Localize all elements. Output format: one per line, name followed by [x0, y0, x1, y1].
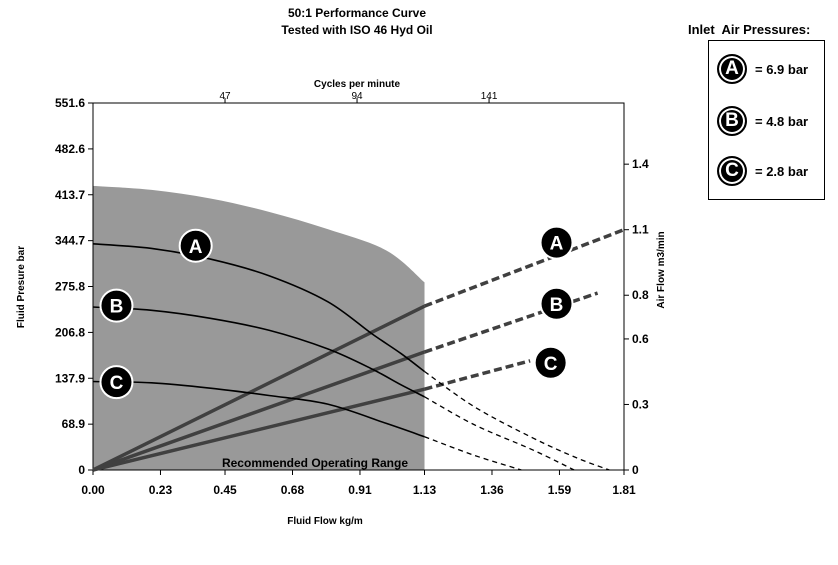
- pressure-badge-a-icon: [178, 228, 213, 263]
- air-flow-line-b: [92, 350, 426, 472]
- top-axis-label: Cycles per minute: [314, 79, 401, 90]
- y-right-tick-label: 0: [632, 463, 639, 477]
- y-left-tick-label: 551.6: [55, 96, 85, 110]
- pressure-badge-a-icon-letter: A: [189, 237, 203, 258]
- legend: A = 6.9 bar B = 4.8 bar C = 2.8 bar: [708, 40, 825, 200]
- x-tick-label: 0.91: [348, 483, 372, 497]
- y-left-tick-label: 137.9: [55, 371, 85, 385]
- x-axis-label: Fluid Flow kg/m: [287, 516, 363, 527]
- pressure-badge-c-icon-letter: C: [110, 373, 124, 394]
- operating-range-label: Recommended Operating Range: [222, 456, 408, 470]
- x-tick-label: 0.68: [281, 483, 305, 497]
- y-left-tick-label: 0: [78, 463, 85, 477]
- badge-b-icon: B: [717, 106, 747, 136]
- air-flow-badge-b-icon-letter: B: [550, 295, 564, 316]
- top-tick-label: 47: [219, 91, 231, 102]
- air-flow-badge-a-icon: [539, 225, 574, 260]
- air-flow-badge-c-icon-letter: C: [544, 354, 558, 375]
- x-tick-label: 1.59: [548, 483, 572, 497]
- x-tick-label: 1.13: [413, 483, 437, 497]
- pressure-curve-b: [92, 306, 425, 398]
- air-flow-badge-a-icon-letter: A: [550, 234, 564, 255]
- x-tick-label: 1.81: [612, 483, 636, 497]
- y-right-tick-label: 0.3: [632, 397, 649, 411]
- badge-c-icon: C: [717, 156, 747, 186]
- plot-area: 0.00 0.23 0.45 0.68 0.91 1.13 1.36 1.59 1.81 47 94…: [55, 91, 649, 497]
- y-right-tick-label: 0.8: [632, 288, 649, 302]
- y-left-tick-label: 482.6: [55, 142, 85, 156]
- air-flow-line-c: [92, 387, 425, 472]
- air-flow-badge-b-icon: [539, 286, 574, 321]
- y-left-tick-label: 206.8: [55, 325, 85, 339]
- legend-value-c: = 2.8 bar: [755, 163, 809, 179]
- legend-value-a: = 6.9 bar: [755, 61, 809, 77]
- legend-item-a: A = 6.9 bar: [717, 53, 808, 85]
- y-left-tick-label: 68.9: [62, 417, 86, 431]
- x-tick-label: 0.00: [81, 483, 105, 497]
- pressure-badge-b-icon-letter: B: [110, 297, 124, 318]
- legend-item-c: C = 2.8 bar: [717, 155, 808, 187]
- y-left-tick-label: 344.7: [55, 234, 85, 248]
- pressure-badge-c-icon: [99, 365, 134, 400]
- chart-subtitle: Tested with ISO 46 Hyd Oil: [281, 23, 432, 37]
- legend-item-b: B = 4.8 bar: [717, 105, 808, 137]
- chart-title: 50:1 Performance Curve: [288, 6, 426, 20]
- x-tick-label: 0.45: [213, 483, 237, 497]
- pressure-curve-c: [92, 380, 425, 438]
- top-tick-label: 141: [481, 91, 498, 102]
- pressure-curve-a: [92, 242, 425, 373]
- pressure-dash-c: [424, 436, 522, 471]
- y-left-tick-label: 275.8: [55, 280, 85, 294]
- air-flow-line-a: [92, 304, 426, 472]
- air-flow-dash-b: [423, 291, 599, 354]
- air-flow-dash-a: [423, 228, 625, 308]
- air-flow-badge-c-icon: [533, 345, 568, 380]
- pressure-dash-a: [424, 370, 610, 471]
- right-axis-label: Air Flow m3/min: [656, 231, 667, 308]
- y-right-tick-label: 1.4: [632, 157, 649, 171]
- top-tick-label: 94: [351, 91, 363, 102]
- badge-a-icon: A: [717, 54, 747, 84]
- pressure-badge-b-icon: [99, 288, 134, 323]
- legend-value-b: = 4.8 bar: [755, 113, 809, 129]
- legend-title: Inlet Air Pressures:: [688, 22, 811, 37]
- y-right-tick-label: 1.1: [632, 223, 649, 237]
- y-right-tick-label: 0.6: [632, 332, 649, 346]
- x-tick-label: 0.23: [149, 483, 173, 497]
- y-left-tick-label: 413.7: [55, 188, 85, 202]
- pressure-dash-b: [424, 396, 575, 471]
- left-axis-label: Fluid Presure bar: [16, 246, 27, 328]
- air-flow-dash-c: [424, 359, 531, 391]
- x-tick-label: 1.36: [480, 483, 504, 497]
